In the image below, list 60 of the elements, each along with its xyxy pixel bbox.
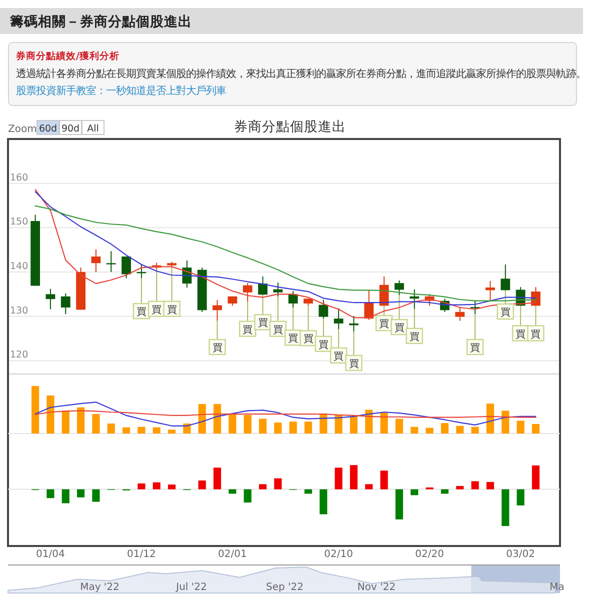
data-label: 買 [394, 323, 404, 334]
chart-title: 券商分點個股進出 [234, 119, 346, 135]
flag: 買 [512, 325, 530, 342]
data-label: 買 [500, 308, 510, 319]
x-tick-label: Nov '22 [357, 582, 396, 593]
y-tick-label: 120 [10, 350, 28, 361]
flag: 買 [269, 320, 287, 337]
data-label: 買 [516, 329, 526, 340]
data-label: 買 [470, 343, 480, 354]
flag: 買 [330, 347, 348, 364]
flag: 買 [314, 336, 332, 352]
data-label: 買 [334, 351, 344, 362]
flag: 買 [406, 328, 424, 344]
flag: 買 [375, 314, 393, 332]
x-tick-label: 02/10 [324, 549, 354, 560]
flag: 買 [163, 300, 180, 317]
x-tick-label: 01/12 [127, 549, 156, 560]
flag: 買 [254, 314, 272, 330]
x-tick-label: May '22 [80, 582, 120, 593]
flag: 買 [496, 303, 514, 320]
flag: 買 [208, 338, 226, 356]
flag: 買 [300, 330, 317, 346]
data-label: 買 [152, 304, 162, 316]
data-label: 買 [303, 334, 314, 346]
text: 籌碼相關－券商分點個股進出 [9, 13, 192, 30]
flag: 買 [390, 318, 408, 336]
zoom-controls: Zoom 60d 90d All [8, 120, 104, 135]
data-label: 買 [318, 340, 328, 351]
flag: 買 [239, 320, 256, 337]
x-tick-label: 02/20 [415, 549, 444, 560]
y-tick-label: 130 [10, 305, 28, 316]
y-tick-label: 150 [10, 216, 28, 228]
data-label: 買 [136, 307, 146, 318]
x-tick-label: 01/04 [36, 549, 65, 560]
data-label: 買 [409, 332, 420, 343]
flag: 買 [284, 330, 302, 346]
flag: 買 [466, 338, 484, 356]
data-label: 買 [166, 304, 177, 316]
x-tick-label: Ma [550, 582, 564, 593]
y-tick-label: 140 [10, 261, 28, 272]
flag: 買 [132, 303, 150, 320]
flag: 買 [148, 300, 166, 317]
x-tick-label: 02/01 [218, 549, 247, 560]
text: 透過統計各券商分點在長期買賣某個股的操作績效，來找出真正獲利的贏家所在券商分點，進而追蹤此贏家所操作的股票與軌跡。 [16, 68, 586, 80]
data-label: 買 [242, 324, 253, 336]
x-tick-label: 03/02 [506, 549, 535, 560]
data-label: 買 [379, 319, 390, 330]
flag: 買 [527, 325, 544, 342]
data-label: 買 [212, 343, 222, 354]
flag: 買 [345, 354, 362, 372]
x-tick-label: Jul '22 [175, 582, 207, 593]
text: 股票投資新手教室：一秒知道是否上對大戶列車 [16, 85, 226, 97]
data-label: 買 [272, 324, 283, 336]
data-label: 買 [288, 334, 298, 345]
data-label: 買 [258, 318, 268, 330]
x-tick-label: Sep '22 [266, 582, 304, 593]
data-label: 買 [348, 358, 359, 370]
data-label: 買 [530, 329, 541, 340]
y-tick-label: 160 [10, 172, 28, 184]
text: 券商分點績效/獲利分析 [15, 50, 120, 62]
